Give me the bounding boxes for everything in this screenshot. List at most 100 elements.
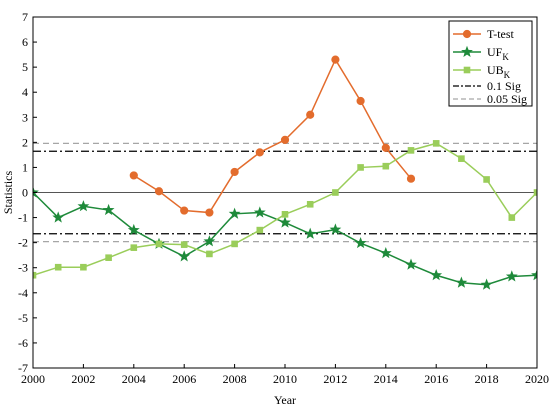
data-point-ufk	[228, 207, 241, 219]
data-point-ufk	[203, 235, 216, 247]
y-tick-label: -3	[18, 261, 28, 275]
y-tick-label: 1	[22, 160, 28, 174]
legend-swatch-marker	[463, 66, 471, 74]
data-point-ufk	[405, 258, 417, 270]
x-tick-label: 2010	[273, 372, 297, 386]
y-tick-label: -6	[18, 336, 28, 350]
data-point-ubk	[231, 240, 238, 248]
data-point-ufk	[102, 203, 115, 216]
legend-label: 0.05 Sig	[487, 92, 527, 106]
legend-item: T-test	[453, 27, 515, 41]
series-ubk	[33, 140, 537, 279]
data-point-ubk	[281, 211, 289, 218]
data-point-ubk	[180, 241, 188, 248]
legend-box	[448, 20, 533, 107]
x-tick-label: 2006	[172, 372, 196, 386]
legend-item: UFK	[453, 45, 509, 62]
legend-label: UBK	[487, 63, 511, 80]
data-point-ufk	[531, 269, 537, 281]
data-point-ufk	[77, 200, 90, 212]
y-tick-label: 0	[22, 186, 28, 200]
data-point-t-test	[381, 143, 390, 152]
legend-label: T-test	[487, 27, 515, 41]
data-point-t-test	[306, 110, 315, 119]
data-point-ubk	[80, 263, 87, 271]
legend-swatch-marker	[461, 45, 473, 58]
series-t-test	[129, 55, 416, 217]
y-tick-label: -2	[18, 236, 28, 250]
data-point-ufk	[127, 223, 140, 236]
data-point-ubk	[483, 176, 490, 183]
plot-area	[33, 55, 537, 290]
x-tick-label: 2016	[424, 372, 448, 386]
data-point-ubk	[458, 155, 465, 162]
data-point-t-test	[230, 167, 239, 177]
data-point-ubk	[206, 250, 213, 258]
data-point-ubk	[256, 226, 264, 234]
series-line-t-test	[133, 58, 412, 214]
legend-swatch-marker	[462, 29, 472, 39]
x-tick-label: 2012	[323, 372, 347, 386]
data-point-t-test	[331, 55, 340, 64]
legend-label: UFK	[487, 45, 509, 62]
data-point-ufk	[505, 270, 518, 282]
data-point-ufk	[178, 250, 191, 262]
data-point-ufk	[304, 227, 317, 239]
data-point-ubk	[407, 147, 415, 154]
data-point-ubk	[508, 214, 516, 221]
data-point-ubk	[130, 244, 138, 251]
y-tick-label: -4	[18, 286, 28, 300]
data-point-ufk	[480, 278, 493, 290]
x-tick-label: 2014	[374, 372, 398, 386]
data-point-ubk	[382, 162, 390, 170]
data-point-t-test	[205, 208, 214, 217]
data-point-ubk	[105, 254, 112, 261]
data-point-ubk	[33, 271, 37, 279]
legend-label: 0.1 Sig	[487, 79, 521, 93]
x-tick-label: 2000	[21, 372, 45, 386]
series-ufk	[33, 186, 537, 290]
y-tick-label: 3	[22, 110, 28, 124]
x-tick-label: 2008	[223, 372, 247, 386]
x-tick-label: 2018	[475, 372, 499, 386]
data-point-t-test	[280, 135, 290, 144]
y-tick-label: -1	[18, 211, 28, 225]
y-axis-title: Statistics	[1, 171, 15, 215]
data-point-ufk	[354, 236, 367, 249]
data-point-ufk	[279, 216, 291, 228]
y-tick-label: -7	[18, 361, 28, 375]
data-point-ufk	[33, 186, 39, 198]
data-point-ufk	[430, 269, 443, 281]
data-point-ufk	[253, 206, 266, 218]
y-tick-label: 4	[22, 85, 28, 99]
data-point-ubk	[332, 189, 339, 196]
legend-item: 0.05 Sig	[453, 92, 527, 106]
legend-item: UBK	[453, 63, 511, 80]
data-point-ufk	[329, 223, 342, 235]
y-tick-label: 6	[22, 35, 28, 49]
data-point-ubk	[357, 164, 364, 171]
data-point-ubk	[533, 189, 537, 196]
y-tick-label: 5	[22, 60, 28, 74]
data-point-ufk	[52, 211, 65, 223]
data-point-ubk	[155, 240, 163, 248]
y-tick-label: 7	[22, 10, 28, 24]
y-tick-label: -5	[18, 311, 28, 325]
data-point-t-test	[180, 206, 189, 215]
x-tick-label: 2020	[525, 372, 549, 386]
data-point-t-test	[255, 148, 264, 157]
data-point-t-test	[154, 187, 164, 196]
data-point-t-test	[356, 96, 365, 106]
data-point-ubk	[54, 263, 62, 271]
data-point-t-test	[406, 174, 416, 183]
x-tick-label: 2002	[71, 372, 95, 386]
data-point-t-test	[129, 171, 138, 180]
axes: 2000 2002 2004 2006 2008 2010 2012 2014 2016 2018…	[18, 10, 549, 386]
data-point-ufk	[455, 276, 468, 288]
legend-item: 0.1 Sig	[453, 79, 521, 93]
y-tick-label: 2	[22, 135, 28, 149]
data-point-ubk	[306, 200, 314, 208]
data-point-ubk	[432, 140, 440, 147]
